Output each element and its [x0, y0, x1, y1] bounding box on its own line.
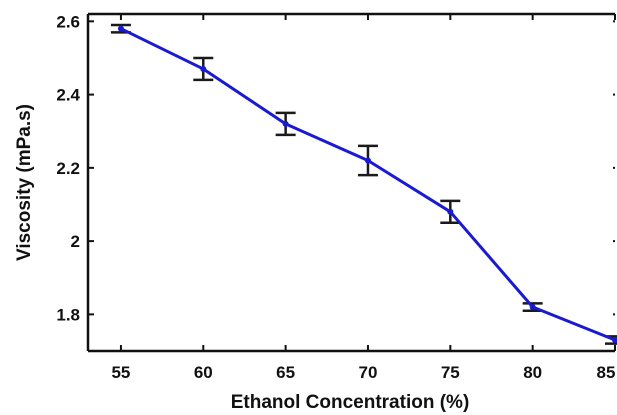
x-tick-label: 85: [597, 363, 616, 382]
y-tick-label: 2.6: [56, 12, 80, 31]
plot-axes: [86, 12, 615, 353]
data-point: [364, 157, 371, 164]
data-point: [117, 25, 124, 32]
data-point: [529, 304, 536, 311]
x-tick-label: 60: [194, 363, 213, 382]
right-tick-dot: [613, 313, 615, 316]
y-tick-label: 2.4: [56, 86, 80, 105]
right-edge-markers: [613, 20, 615, 316]
right-tick-dot: [613, 240, 615, 243]
error-bars: [110, 23, 617, 345]
right-tick-dot: [613, 166, 615, 169]
x-tick-label: 65: [276, 363, 295, 382]
y-tick-label: 2: [71, 232, 80, 251]
y-tick-label: 2.2: [56, 159, 80, 178]
y-axis-title: Viscosity (mPa.s): [14, 104, 35, 261]
x-tick-label: 80: [523, 363, 542, 382]
x-tick-label: 70: [359, 363, 378, 382]
y-tick-label: 1.8: [56, 305, 80, 324]
x-axis-title: Ethanol Concentration (%): [231, 392, 470, 413]
data-point: [447, 208, 454, 215]
right-tick-dot: [613, 20, 615, 23]
x-ticks: 55 60 65 70 75 80 85: [111, 14, 616, 382]
series-line: [120, 27, 616, 342]
y-ticks: 1.8 2 2.2 2.4 2.6: [56, 12, 94, 324]
data-point: [200, 65, 207, 72]
data-points: [117, 25, 617, 344]
right-tick-dot: [613, 93, 615, 96]
x-tick-label: 55: [111, 363, 130, 382]
x-tick-label: 75: [441, 363, 460, 382]
data-point: [282, 120, 289, 127]
data-point: [612, 337, 617, 344]
